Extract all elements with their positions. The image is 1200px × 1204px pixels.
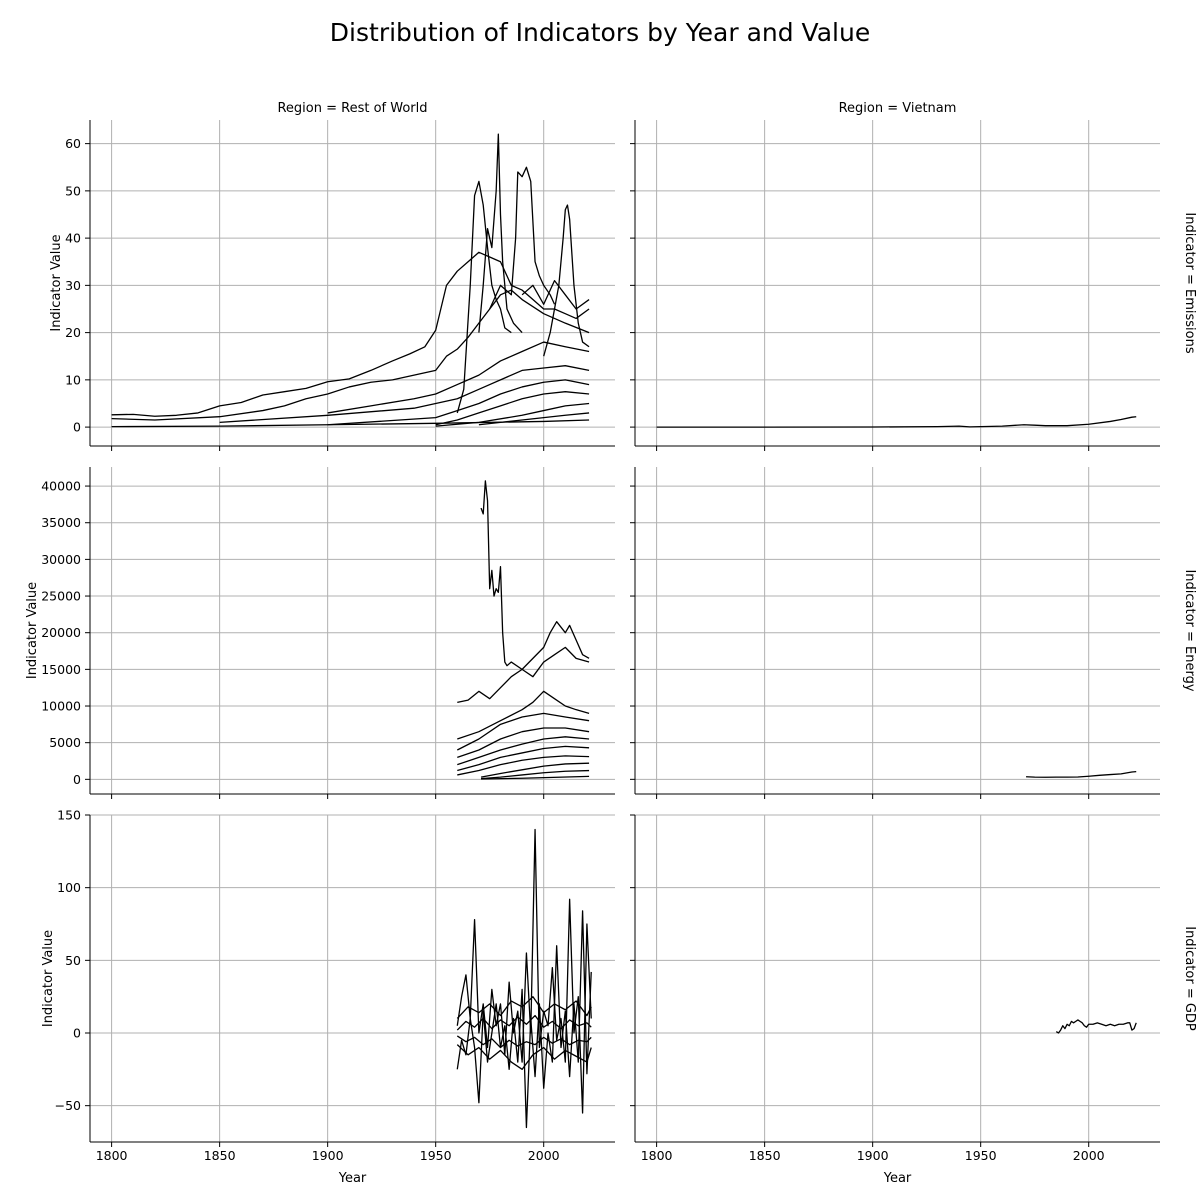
y-tick-label: 0 bbox=[73, 420, 81, 435]
series-line-2 bbox=[457, 690, 590, 740]
series-line-0 bbox=[111, 251, 590, 417]
series-line-5 bbox=[543, 204, 590, 357]
y-tick-label: 20000 bbox=[41, 625, 81, 640]
series-line-8 bbox=[480, 762, 590, 778]
facet-row-title: Indicator = GDP bbox=[1182, 926, 1197, 1031]
series-line-13 bbox=[111, 419, 590, 428]
series-line-10 bbox=[481, 775, 590, 780]
y-tick-label: 15000 bbox=[41, 662, 81, 677]
x-tick-label: 1900 bbox=[312, 1148, 344, 1163]
y-tick-label: 5000 bbox=[49, 735, 81, 750]
x-tick-label: 1800 bbox=[641, 1148, 673, 1163]
x-axis-label: Year bbox=[883, 1171, 912, 1186]
series-line-0 bbox=[456, 828, 592, 1114]
series-line-3 bbox=[478, 133, 523, 334]
series-line-1 bbox=[111, 289, 590, 421]
y-axis-label: Indicator Value bbox=[49, 234, 64, 331]
y-tick-label: 100 bbox=[57, 880, 81, 895]
series-line-1 bbox=[456, 910, 592, 1129]
series-line-7 bbox=[457, 755, 590, 776]
x-tick-label: 1800 bbox=[96, 1148, 128, 1163]
series-line-6 bbox=[327, 341, 590, 414]
x-tick-label: 2000 bbox=[528, 1148, 560, 1163]
series-line-9 bbox=[435, 391, 590, 426]
y-tick-label: −50 bbox=[55, 1098, 81, 1113]
x-tick-label: 2000 bbox=[1073, 1148, 1105, 1163]
series-line-5 bbox=[456, 1035, 592, 1049]
y-tick-label: 60 bbox=[65, 136, 81, 151]
y-tick-label: 40000 bbox=[41, 479, 81, 494]
y-tick-label: 30 bbox=[65, 278, 81, 293]
series-line-6 bbox=[457, 745, 590, 772]
series-line-8 bbox=[327, 379, 590, 426]
y-tick-label: 50 bbox=[65, 183, 81, 198]
y-tick-label: 20 bbox=[65, 325, 81, 340]
x-tick-label: 1950 bbox=[965, 1148, 997, 1163]
series-line-9 bbox=[481, 769, 590, 780]
y-tick-label: 10 bbox=[65, 372, 81, 387]
x-tick-label: 1900 bbox=[857, 1148, 889, 1163]
y-tick-label: 0 bbox=[73, 772, 81, 787]
y-tick-label: 25000 bbox=[41, 589, 81, 604]
series-line-0 bbox=[656, 416, 1137, 428]
x-tick-label: 1850 bbox=[749, 1148, 781, 1163]
y-axis-label: Indicator Value bbox=[41, 930, 56, 1027]
series-line-3 bbox=[456, 712, 590, 751]
y-tick-label: 40 bbox=[65, 231, 81, 246]
y-tick-label: 50 bbox=[65, 953, 81, 968]
facet-row-title: Indicator = Energy bbox=[1182, 569, 1197, 691]
facet-column-title: Region = Rest of World bbox=[277, 101, 427, 116]
series-line-4 bbox=[457, 727, 590, 758]
y-tick-label: 150 bbox=[57, 808, 81, 823]
series-line-3 bbox=[456, 1044, 592, 1070]
series-line-5 bbox=[457, 736, 590, 766]
x-tick-label: 1850 bbox=[204, 1148, 236, 1163]
facet-row-title: Indicator = Emissions bbox=[1182, 212, 1197, 353]
series-line-0 bbox=[1026, 770, 1137, 778]
series-line-2 bbox=[456, 996, 592, 1019]
x-axis-label: Year bbox=[338, 1171, 367, 1186]
y-tick-label: 0 bbox=[73, 1026, 81, 1041]
series-line-4 bbox=[456, 1014, 592, 1031]
series-line-1 bbox=[457, 621, 590, 703]
y-tick-label: 35000 bbox=[41, 515, 81, 530]
series-line-0 bbox=[1055, 1019, 1137, 1034]
y-tick-label: 10000 bbox=[41, 699, 81, 714]
series-line-2 bbox=[456, 180, 512, 414]
series-line-4 bbox=[489, 166, 556, 310]
y-tick-label: 30000 bbox=[41, 552, 81, 567]
series-line-7 bbox=[219, 365, 590, 424]
chart-title: Distribution of Indicators by Year and V… bbox=[329, 18, 871, 47]
facet-column-title: Region = Vietnam bbox=[839, 101, 957, 116]
series-line-12 bbox=[521, 279, 590, 310]
series-line-0 bbox=[480, 480, 590, 678]
series-line-11 bbox=[478, 412, 590, 426]
y-axis-label: Indicator Value bbox=[25, 582, 40, 679]
x-tick-label: 1950 bbox=[420, 1148, 452, 1163]
